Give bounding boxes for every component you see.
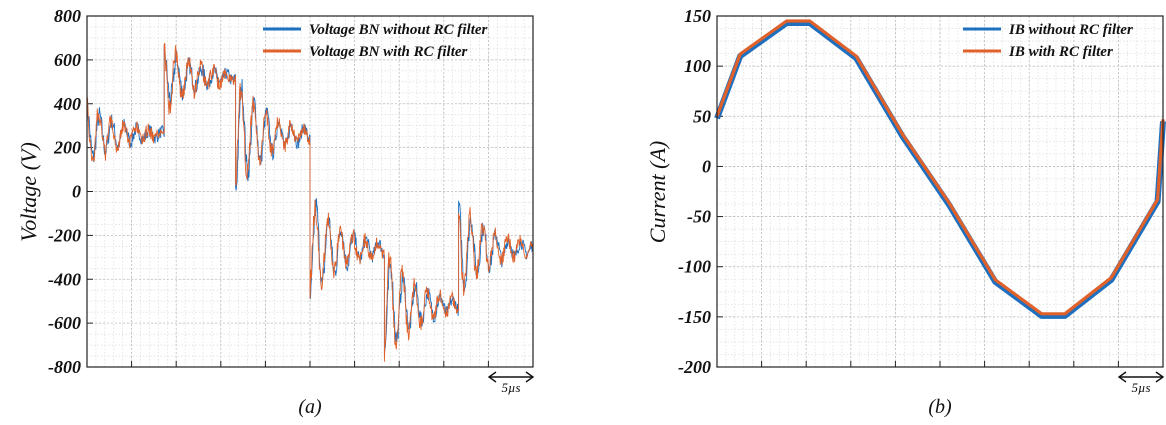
y-tick-label: 400 — [53, 94, 81, 114]
plot-frame — [716, 15, 1164, 368]
scale-bar-arrow-left — [487, 371, 497, 383]
scale-bar-label: 5µs — [501, 380, 520, 395]
scale-bar-arrow-right — [525, 371, 535, 383]
scale-bar-arrow-right — [1155, 371, 1165, 383]
y-tick-label: -150 — [678, 307, 711, 327]
panel-caption: (b) — [928, 396, 952, 418]
scale-bar: 5µs — [487, 371, 535, 395]
panel-b-current-chart: Current (A) (b) 150 100 50 0 -50 -100 -150 -200… — [645, 6, 1166, 418]
legend-label: Voltage BN without RC filter — [309, 22, 488, 38]
legend: Voltage BN without RC filter Voltage BN w… — [263, 22, 488, 60]
y-axis-label: Voltage (V) — [16, 142, 41, 242]
legend-label: IB without RC filter — [1008, 22, 1133, 38]
y-axis-label: Current (A) — [645, 141, 670, 243]
scale-bar-label: 5µs — [1131, 380, 1150, 395]
y-tick-label: -200 — [678, 357, 711, 377]
panel-caption: (a) — [298, 396, 322, 418]
y-tick-label: -600 — [48, 313, 81, 333]
plot-frame — [86, 15, 534, 368]
y-tick-label: 800 — [54, 6, 81, 26]
scale-bar-arrow-left — [1117, 371, 1127, 383]
y-tick-label: 50 — [693, 106, 711, 126]
y-tick-label: 150 — [684, 6, 711, 26]
scale-bar: 5µs — [1117, 371, 1165, 395]
series-line — [86, 42, 534, 362]
y-tick-label: 100 — [684, 56, 711, 76]
y-tick-label: -100 — [678, 257, 711, 277]
y-tick-label: -800 — [48, 357, 81, 377]
legend-label: IB with RC filter — [1008, 44, 1113, 60]
legend: IB without RC filter IB with RC filter — [963, 22, 1133, 60]
y-tick-label: -200 — [48, 225, 81, 245]
y-tick-label: 0 — [72, 182, 81, 202]
series-line — [715, 19, 1165, 316]
y-tick-label: 200 — [53, 138, 81, 158]
grid — [717, 16, 1163, 367]
y-tick-label: 0 — [702, 156, 711, 176]
y-tick-label: -50 — [687, 207, 711, 227]
legend-label: Voltage BN with RC filter — [309, 44, 468, 60]
y-tick-label: 600 — [54, 50, 81, 70]
y-tick-label: -400 — [48, 269, 81, 289]
panel-a-voltage-chart: Voltage (V) (a) 800 600 400 200 0 -200 -400 -60… — [16, 6, 535, 418]
grid — [87, 16, 533, 367]
